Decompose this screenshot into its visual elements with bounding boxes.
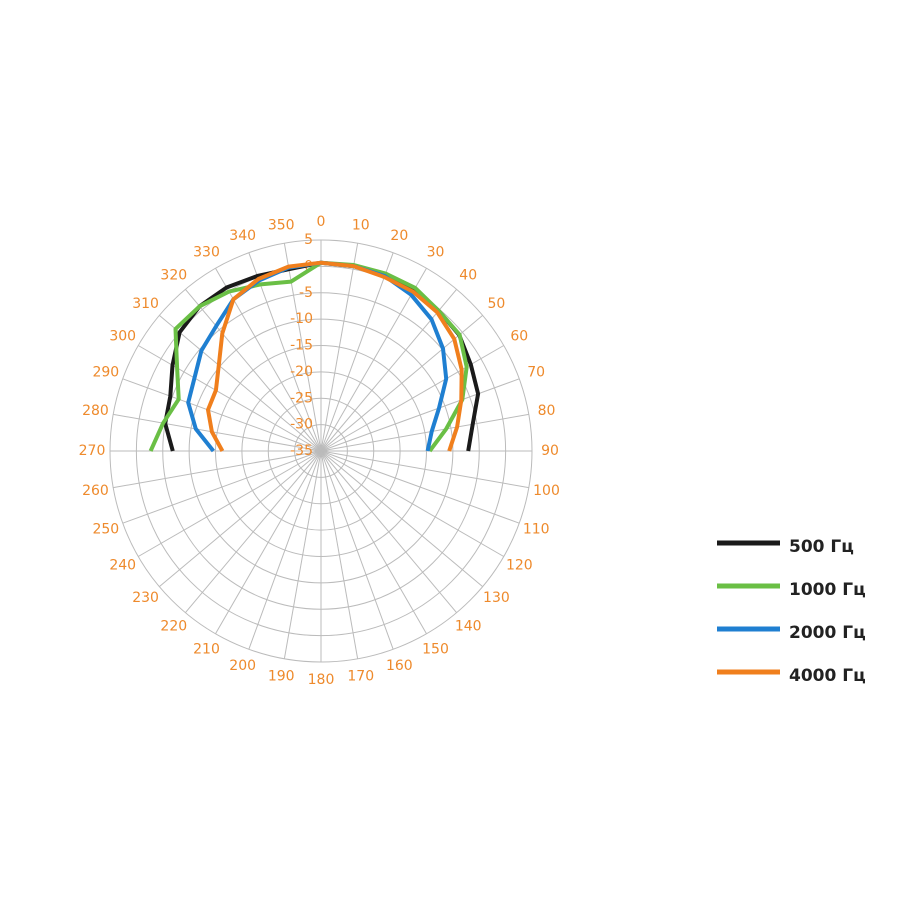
grid-spoke (320, 450, 359, 659)
series-line (206, 260, 464, 452)
grid-spoke (159, 450, 322, 588)
r-tick-label: -15 (290, 338, 313, 354)
grid-spoke (320, 450, 520, 524)
r-tick-label: -35 (290, 443, 313, 459)
theta-tick-label: 280 (82, 403, 109, 419)
grid-spoke (320, 450, 504, 557)
grid-spoke (283, 243, 322, 452)
theta-tick-label: 30 (427, 245, 445, 261)
theta-tick-label: 290 (92, 365, 119, 381)
theta-tick-label: 300 (109, 329, 136, 345)
grid-spoke (184, 289, 322, 452)
grid-spoke (138, 450, 322, 557)
grid-spoke (320, 289, 458, 452)
legend-label: 4000 Гц (789, 666, 866, 686)
legend-label: 2000 Гц (789, 623, 866, 643)
theta-tick-label: 240 (109, 558, 136, 574)
theta-tick-label: 310 (132, 296, 159, 312)
grid-spoke (320, 413, 529, 452)
grid-spoke (320, 268, 427, 452)
theta-tick-label: 20 (390, 228, 408, 244)
theta-tick-label: 180 (308, 672, 335, 688)
theta-tick-label: 340 (229, 228, 256, 244)
theta-tick-label: 130 (483, 590, 510, 606)
grid-spoke (320, 345, 504, 452)
grid-spoke (320, 450, 394, 650)
theta-tick-label: 330 (193, 245, 220, 261)
theta-tick-label: 230 (132, 590, 159, 606)
grid-spoke (113, 450, 322, 489)
legend-label: 500 Гц (789, 537, 854, 557)
theta-tick-label: 150 (422, 641, 449, 657)
grid-spoke (113, 413, 322, 452)
theta-tick-label: 190 (268, 669, 295, 685)
grid-spoke (283, 450, 322, 659)
theta-tick-label: 40 (459, 268, 477, 284)
grid-spoke (138, 345, 322, 452)
grid-spoke (215, 450, 322, 634)
legend: 500 Гц 1000 Гц 2000 Гц 4000 Гц (717, 537, 866, 686)
plot (148, 260, 481, 453)
theta-tick-label: 320 (160, 268, 187, 284)
theta-tick-label: 110 (523, 521, 550, 537)
grid-spoke (184, 450, 322, 613)
grid-spoke (320, 450, 427, 634)
theta-tick-label: 140 (455, 618, 482, 634)
theta-tick-label: 270 (79, 443, 106, 459)
theta-tick-label: 220 (160, 618, 187, 634)
theta-tick-label: 210 (193, 641, 220, 657)
grid-spoke (320, 378, 520, 452)
theta-tick-label: 350 (268, 217, 295, 233)
theta-tick-label: 60 (510, 329, 528, 345)
theta-tick-label: 0 (317, 214, 326, 230)
theta-tick-label: 160 (386, 658, 413, 674)
theta-tick-label: 250 (92, 521, 119, 537)
r-tick-label: -5 (299, 285, 313, 301)
grid-spoke (248, 450, 322, 650)
theta-tick-label: 10 (352, 217, 370, 233)
theta-tick-label: 80 (538, 403, 556, 419)
theta-tick-label: 260 (82, 483, 109, 499)
theta-tick-label: 170 (347, 669, 374, 685)
theta-tick-label: 200 (229, 658, 256, 674)
r-tick-label: -10 (290, 311, 313, 327)
grid-spoke (320, 252, 394, 452)
theta-tick-label: 100 (533, 483, 560, 499)
theta-tick-label: 70 (527, 365, 545, 381)
legend-label: 1000 Гц (789, 580, 866, 600)
grid-spoke (122, 378, 322, 452)
grid-spoke (320, 450, 529, 489)
theta-tick-label: 120 (506, 558, 533, 574)
grid-spoke (320, 450, 483, 588)
theta-tick-label: 50 (488, 296, 506, 312)
grid-spoke (122, 450, 322, 524)
r-tick-label: -20 (290, 364, 313, 380)
r-tick-label: -25 (290, 390, 313, 406)
grid-spoke (320, 243, 359, 452)
r-tick-label: -30 (290, 417, 313, 433)
r-tick-label: 5 (304, 232, 313, 248)
grid-spoke (159, 314, 322, 452)
theta-tick-label: 90 (541, 443, 559, 459)
grid-spoke (320, 450, 458, 613)
